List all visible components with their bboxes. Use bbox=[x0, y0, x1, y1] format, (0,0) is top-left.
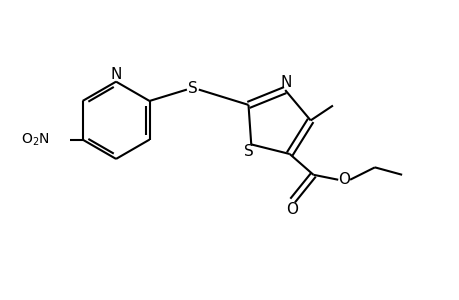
Text: N: N bbox=[280, 75, 291, 90]
Text: S: S bbox=[188, 81, 197, 96]
Text: N: N bbox=[110, 67, 122, 82]
Text: O: O bbox=[337, 172, 349, 187]
Text: O: O bbox=[285, 202, 297, 217]
Text: O$_2$N: O$_2$N bbox=[21, 131, 49, 148]
Text: S: S bbox=[243, 144, 253, 159]
